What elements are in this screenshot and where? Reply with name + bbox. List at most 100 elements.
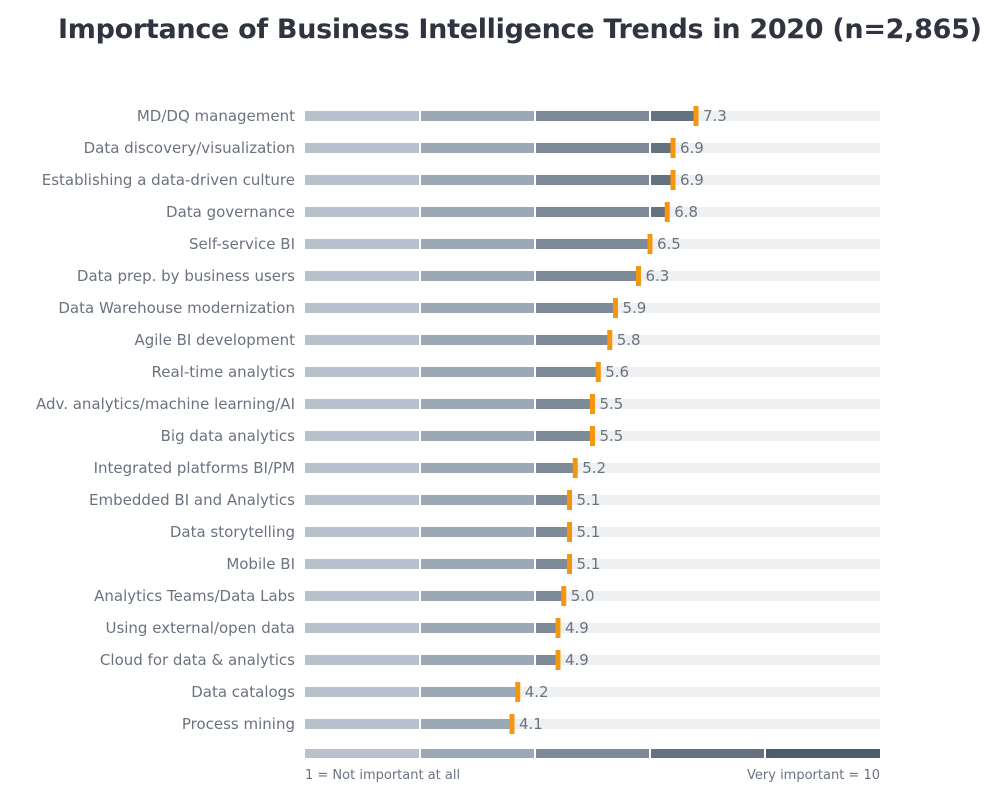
chart-title: Importance of Business Intelligence Tren… [58, 14, 982, 45]
value-label: 6.9 [680, 171, 704, 189]
bar-segment [535, 239, 650, 249]
category-label: Big data analytics [161, 427, 296, 445]
segment-divider [419, 527, 421, 537]
bar-row: Mobile BI 5.1 [226, 554, 880, 574]
segment-divider [419, 687, 421, 697]
bar-segment [535, 495, 570, 505]
bar-segment [535, 559, 570, 569]
segment-divider [534, 559, 536, 569]
bar-segment [420, 463, 535, 473]
bar-segment [535, 399, 593, 409]
segment-divider [649, 175, 651, 185]
value-marker [636, 266, 641, 286]
category-label: Data Warehouse modernization [58, 299, 295, 317]
category-label: Mobile BI [226, 555, 295, 573]
segment-divider [419, 655, 421, 665]
bar-row: Data Warehouse modernization 5.9 [58, 298, 880, 318]
bar-segment [305, 559, 420, 569]
value-marker [670, 138, 676, 158]
bar-segment [305, 367, 420, 377]
value-label: 5.6 [605, 363, 629, 381]
bar-segment [420, 367, 535, 377]
bar-track [305, 559, 880, 569]
category-label: Integrated platforms BI/PM [94, 459, 295, 477]
bar-row: Using external/open data 4.9 [105, 618, 880, 638]
category-label: Data storytelling [170, 523, 295, 541]
segment-divider [419, 143, 421, 153]
bar-segment [420, 143, 535, 153]
segment-divider [419, 399, 421, 409]
value-marker [515, 682, 521, 702]
bar-segment [535, 655, 558, 665]
value-label: 6.9 [680, 139, 704, 157]
category-label: Analytics Teams/Data Labs [94, 587, 295, 605]
bar-segment [650, 207, 668, 217]
scale-max-label: Very important = 10 [747, 768, 880, 783]
segment-divider [534, 303, 536, 313]
bar-segment [420, 239, 535, 249]
value-label: 6.3 [646, 267, 670, 285]
category-label: Agile BI development [134, 331, 295, 349]
segment-divider [649, 111, 651, 121]
value-label: 4.2 [525, 683, 549, 701]
segment-divider [534, 239, 536, 249]
bar-track [305, 623, 880, 633]
bar-segment [305, 175, 420, 185]
bar-track [305, 495, 880, 505]
value-label: 5.9 [623, 299, 647, 317]
segment-divider [419, 367, 421, 377]
segment-divider [419, 431, 421, 441]
bar-segment [420, 719, 512, 729]
segment-divider [419, 495, 421, 505]
category-label: Data prep. by business users [77, 267, 295, 285]
bar-row: Data storytelling 5.1 [170, 522, 880, 542]
bar-row: Data prep. by business users 6.3 [77, 266, 880, 286]
bar-segment [420, 623, 535, 633]
bar-segment [535, 591, 564, 601]
bar-segment [535, 271, 639, 281]
value-marker [590, 394, 595, 414]
category-label: Data discovery/visualization [84, 139, 295, 157]
bar-segment [420, 303, 535, 313]
value-label: 6.5 [657, 235, 681, 253]
value-marker [567, 522, 572, 542]
bar-track [305, 591, 880, 601]
category-label: Data catalogs [191, 683, 295, 701]
bar-segment [535, 335, 610, 345]
bar-segment [420, 207, 535, 217]
segment-divider [419, 239, 421, 249]
bar-segment [420, 559, 535, 569]
segment-divider [419, 207, 421, 217]
bar-segment [650, 111, 696, 121]
scale-segment [766, 749, 880, 758]
bar-segment [650, 175, 673, 185]
scale-segment [305, 749, 419, 758]
bar-row: Data discovery/visualization 6.9 [84, 138, 880, 158]
bar-segment [535, 367, 599, 377]
bar-segment [535, 431, 593, 441]
importance-scale-bar [305, 749, 880, 758]
segment-divider [534, 399, 536, 409]
bar-segment [535, 623, 558, 633]
value-marker [555, 650, 561, 670]
bar-track [305, 719, 880, 729]
segment-divider [534, 335, 536, 345]
value-marker [664, 202, 670, 222]
bar-segment [420, 399, 535, 409]
segment-divider [419, 175, 421, 185]
bar-track [305, 687, 880, 697]
scale-min-label: 1 = Not important at all [305, 768, 460, 783]
bar-row: Establishing a data-driven culture 6.9 [42, 170, 880, 190]
segment-divider [534, 111, 536, 121]
bar-segment [305, 303, 420, 313]
bar-row: Data catalogs 4.2 [191, 682, 880, 702]
bar-segment [420, 655, 535, 665]
category-label: Establishing a data-driven culture [42, 171, 295, 189]
segment-divider [419, 719, 421, 729]
bar-row: Data governance 6.8 [166, 202, 880, 222]
segment-divider [534, 367, 536, 377]
segment-divider [534, 175, 536, 185]
bar-segment [305, 143, 420, 153]
segment-divider [534, 207, 536, 217]
bar-segment [305, 495, 420, 505]
